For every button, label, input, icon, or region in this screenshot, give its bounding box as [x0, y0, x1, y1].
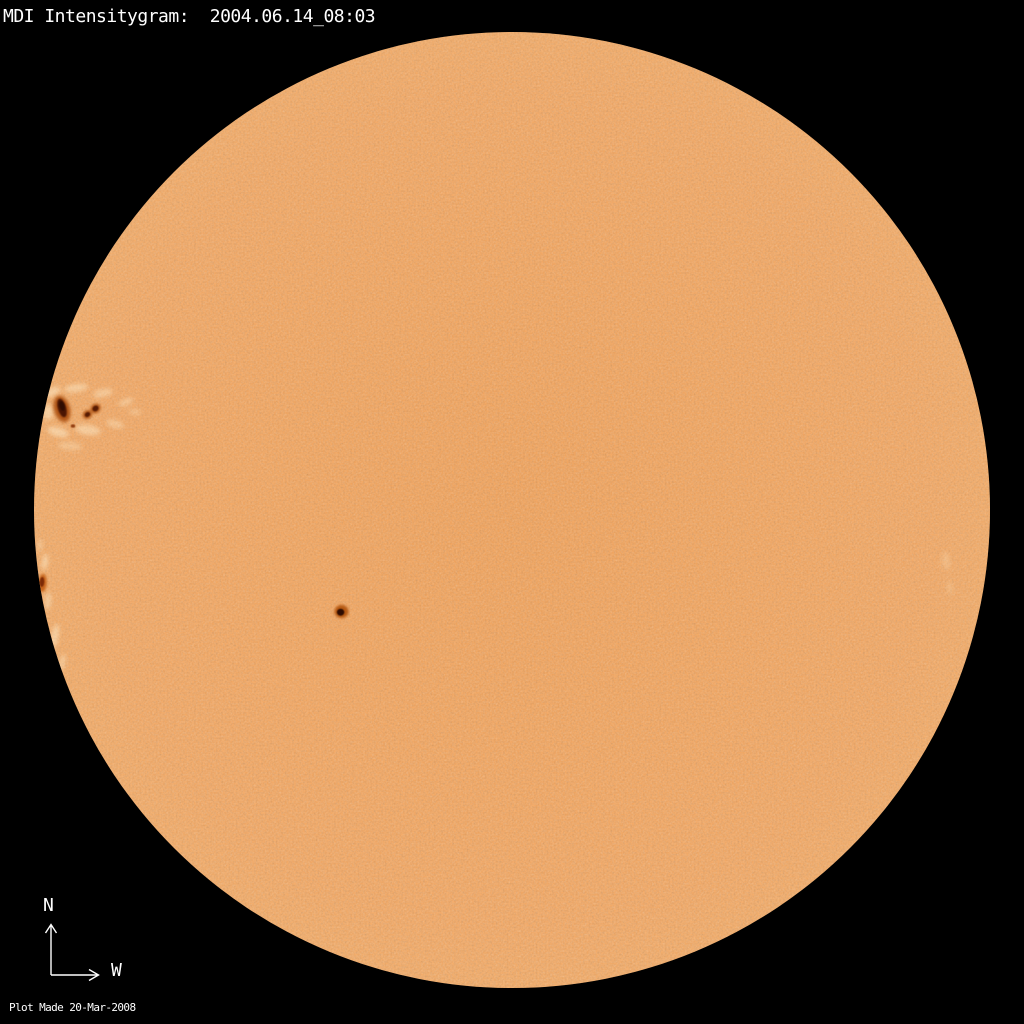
facula-patch	[37, 539, 43, 551]
limb-spot-umbra	[39, 577, 45, 587]
compass-arrows	[44, 923, 100, 982]
plot-made-caption: Plot Made 20-Mar-2008	[9, 1001, 136, 1014]
facula-patch	[43, 404, 53, 420]
facula-patch	[47, 426, 69, 438]
compass-west-label: W	[111, 960, 122, 981]
facula-patch	[118, 397, 134, 407]
central-spot-umbra	[336, 608, 345, 616]
facula-patch	[129, 409, 141, 415]
facula-patch	[75, 424, 101, 436]
active-region-pore	[70, 424, 76, 428]
facula-patch	[58, 441, 82, 451]
compass-north-label: N	[43, 895, 54, 916]
facula-patch	[44, 592, 52, 610]
facula-patch	[946, 581, 954, 595]
image-title: MDI Intensitygram: 2004.06.14_08:03	[3, 6, 376, 27]
facula-patch	[41, 554, 49, 570]
north-arrow-head	[44, 923, 58, 934]
facula-patch	[93, 388, 113, 398]
granulation-texture	[34, 32, 990, 988]
facula-patch	[50, 624, 60, 648]
sunspots-layer	[38, 395, 349, 619]
active-region-east-umbra	[92, 405, 99, 412]
facula-patch	[106, 419, 124, 429]
active-region-west-umbra	[84, 412, 91, 417]
active-region-main-core	[59, 401, 65, 411]
facula-patch	[64, 383, 88, 393]
west-arrow-head	[88, 968, 100, 982]
facula-patch	[941, 552, 951, 570]
